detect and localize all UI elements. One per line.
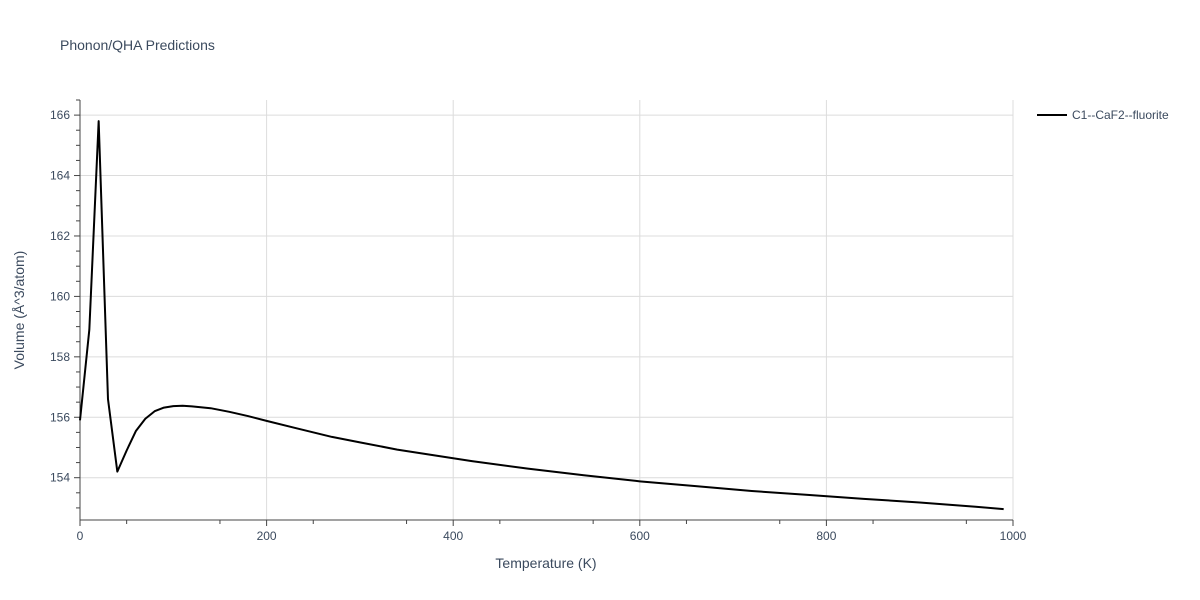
y-axis-title: Volume (Å^3/atom) [11, 251, 27, 370]
y-tick-label: 154 [50, 471, 70, 485]
x-axis-title: Temperature (K) [495, 555, 596, 571]
x-tick-label: 800 [816, 529, 836, 543]
x-tick-label: 0 [77, 529, 84, 543]
x-tick-label: 400 [443, 529, 463, 543]
x-tick-label: 200 [257, 529, 277, 543]
grid [80, 100, 1014, 520]
legend-item[interactable]: C1--CaF2--fluorite [1037, 108, 1169, 122]
y-tick-label: 162 [50, 229, 70, 243]
legend-label: C1--CaF2--fluorite [1072, 108, 1169, 122]
y-tick-label: 158 [50, 350, 70, 364]
chart-title: Phonon/QHA Predictions [60, 37, 215, 53]
axes: 0 200 400 600 800 1000 154 156 158 160 162 164 166 [50, 99, 1027, 543]
legend[interactable]: C1--CaF2--fluorite [1037, 108, 1169, 122]
series-line-1[interactable] [79, 120, 1004, 511]
x-tick-label: 600 [630, 529, 650, 543]
x-tick-label: 1000 [1000, 529, 1027, 543]
y-tick-label: 156 [50, 410, 70, 424]
series-layer [79, 120, 1004, 511]
y-tick-label: 164 [50, 169, 70, 183]
y-tick-label: 166 [50, 108, 70, 122]
y-tick-label: 160 [50, 289, 70, 303]
